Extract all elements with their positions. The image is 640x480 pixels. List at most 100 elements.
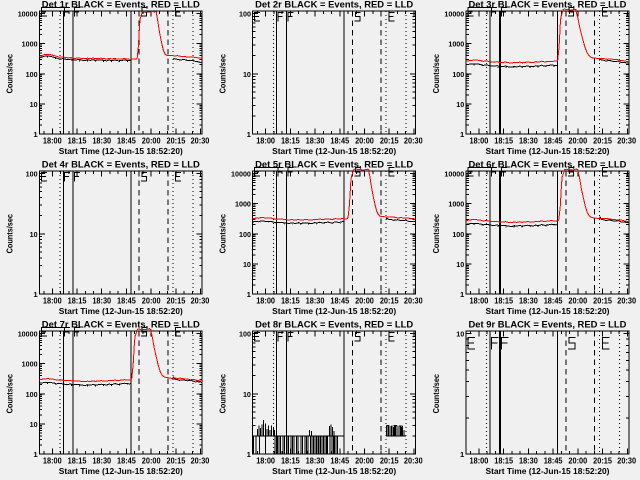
svg-text:Counts/sec: Counts/sec <box>219 54 228 94</box>
svg-text:18:30: 18:30 <box>519 137 538 146</box>
svg-text:18:45: 18:45 <box>117 457 136 466</box>
svg-text:Counts/sec: Counts/sec <box>5 374 14 414</box>
svg-text:18:00: 18:00 <box>43 137 62 146</box>
svg-text:Start Time (12-Jun-15 18:52:20: Start Time (12-Jun-15 18:52:20) <box>59 467 183 476</box>
svg-text:20:00: 20:00 <box>568 137 587 146</box>
svg-text:Counts/sec: Counts/sec <box>432 54 441 94</box>
svg-text:Det 3r BLACK = Events, RED = L: Det 3r BLACK = Events, RED = LLD <box>468 0 627 10</box>
svg-text:20:30: 20:30 <box>404 297 423 306</box>
svg-text:1: 1 <box>33 450 38 459</box>
svg-text:10000: 10000 <box>231 170 251 179</box>
svg-text:100: 100 <box>452 230 464 239</box>
svg-text:1: 1 <box>33 130 38 139</box>
svg-text:18:45: 18:45 <box>330 137 349 146</box>
svg-text:20:15: 20:15 <box>380 297 399 306</box>
svg-text:18:00: 18:00 <box>470 137 489 146</box>
svg-text:100: 100 <box>452 70 464 79</box>
svg-text:Start Time (12-Jun-15 18:52:20: Start Time (12-Jun-15 18:52:20) <box>59 307 183 316</box>
svg-text:18:15: 18:15 <box>281 137 300 146</box>
svg-text:18:00: 18:00 <box>470 297 489 306</box>
svg-text:10: 10 <box>30 100 38 109</box>
svg-text:10: 10 <box>243 390 251 399</box>
svg-text:1000: 1000 <box>448 200 464 209</box>
svg-text:20:15: 20:15 <box>593 457 612 466</box>
svg-text:1: 1 <box>247 290 252 299</box>
svg-text:20:15: 20:15 <box>380 457 399 466</box>
svg-text:20:00: 20:00 <box>568 297 587 306</box>
svg-text:18:45: 18:45 <box>330 297 349 306</box>
svg-text:Start Time (12-Jun-15 18:52:20: Start Time (12-Jun-15 18:52:20) <box>485 307 609 316</box>
svg-text:Counts/sec: Counts/sec <box>5 214 14 254</box>
svg-text:20:15: 20:15 <box>593 137 612 146</box>
svg-text:10: 10 <box>456 330 464 339</box>
svg-text:20:00: 20:00 <box>142 457 161 466</box>
svg-text:1: 1 <box>33 290 38 299</box>
svg-text:10000: 10000 <box>18 330 38 339</box>
svg-text:1000: 1000 <box>448 40 464 49</box>
svg-text:Det 2r BLACK = Events, RED = L: Det 2r BLACK = Events, RED = LLD <box>255 0 414 10</box>
svg-text:18:30: 18:30 <box>519 457 538 466</box>
svg-text:18:00: 18:00 <box>43 297 62 306</box>
svg-text:18:30: 18:30 <box>92 457 111 466</box>
svg-text:20:30: 20:30 <box>617 137 636 146</box>
svg-text:18:45: 18:45 <box>544 297 563 306</box>
svg-text:18:30: 18:30 <box>519 297 538 306</box>
svg-text:1000: 1000 <box>235 200 251 209</box>
svg-text:Counts/sec: Counts/sec <box>219 214 228 254</box>
svg-text:Det 7r BLACK = Events, RED = L: Det 7r BLACK = Events, RED = LLD <box>42 320 201 330</box>
svg-text:20:30: 20:30 <box>404 457 423 466</box>
svg-text:10: 10 <box>243 260 251 269</box>
svg-text:100: 100 <box>26 390 38 399</box>
svg-text:18:15: 18:15 <box>68 297 87 306</box>
svg-text:18:15: 18:15 <box>281 297 300 306</box>
svg-text:Det 8r BLACK = Events, RED = L: Det 8r BLACK = Events, RED = LLD <box>255 320 414 330</box>
svg-text:20:00: 20:00 <box>355 137 374 146</box>
svg-text:18:30: 18:30 <box>306 457 325 466</box>
svg-text:10000: 10000 <box>444 170 464 179</box>
svg-text:18:30: 18:30 <box>92 297 111 306</box>
svg-text:Counts/sec: Counts/sec <box>432 214 441 254</box>
svg-text:20:30: 20:30 <box>191 137 210 146</box>
svg-text:100: 100 <box>26 70 38 79</box>
svg-text:18:45: 18:45 <box>117 297 136 306</box>
svg-text:20:15: 20:15 <box>167 457 186 466</box>
svg-text:18:30: 18:30 <box>306 137 325 146</box>
svg-text:20:00: 20:00 <box>355 297 374 306</box>
svg-text:20:30: 20:30 <box>617 457 636 466</box>
svg-text:18:45: 18:45 <box>544 137 563 146</box>
svg-text:10000: 10000 <box>18 10 38 19</box>
svg-text:20:15: 20:15 <box>593 297 612 306</box>
svg-text:100: 100 <box>26 170 38 179</box>
svg-text:Det 6r BLACK = Events, RED = L: Det 6r BLACK = Events, RED = LLD <box>468 160 627 170</box>
svg-text:18:30: 18:30 <box>306 297 325 306</box>
svg-text:Det 5r BLACK = Events, RED = L: Det 5r BLACK = Events, RED = LLD <box>255 160 414 170</box>
svg-text:Start Time (12-Jun-15 18:52:20: Start Time (12-Jun-15 18:52:20) <box>59 147 183 156</box>
svg-text:18:45: 18:45 <box>117 137 136 146</box>
svg-text:18:15: 18:15 <box>494 457 513 466</box>
svg-text:Counts/sec: Counts/sec <box>432 374 441 414</box>
svg-text:18:15: 18:15 <box>494 297 513 306</box>
svg-text:100: 100 <box>239 230 251 239</box>
svg-text:1: 1 <box>247 130 252 139</box>
svg-text:Det 4r BLACK = Events, RED = L: Det 4r BLACK = Events, RED = LLD <box>42 160 201 170</box>
svg-text:Start Time (12-Jun-15 18:52:20: Start Time (12-Jun-15 18:52:20) <box>272 307 396 316</box>
svg-text:Start Time (12-Jun-15 18:52:20: Start Time (12-Jun-15 18:52:20) <box>485 147 609 156</box>
svg-text:20:15: 20:15 <box>167 297 186 306</box>
svg-text:1: 1 <box>460 450 465 459</box>
svg-text:Start Time (12-Jun-15 18:52:20: Start Time (12-Jun-15 18:52:20) <box>272 467 396 476</box>
svg-text:18:15: 18:15 <box>68 457 87 466</box>
svg-text:18:45: 18:45 <box>544 457 563 466</box>
svg-text:18:30: 18:30 <box>92 137 111 146</box>
svg-text:10: 10 <box>456 260 464 269</box>
svg-text:1000: 1000 <box>22 40 38 49</box>
svg-text:10: 10 <box>30 420 38 429</box>
svg-text:Start Time (12-Jun-15 18:52:20: Start Time (12-Jun-15 18:52:20) <box>272 147 396 156</box>
svg-text:Start Time (12-Jun-15 18:52:20: Start Time (12-Jun-15 18:52:20) <box>485 467 609 476</box>
svg-text:18:15: 18:15 <box>281 457 300 466</box>
svg-text:20:15: 20:15 <box>380 137 399 146</box>
svg-text:10: 10 <box>30 230 38 239</box>
svg-text:Det 9r BLACK = Events, RED = L: Det 9r BLACK = Events, RED = LLD <box>468 320 627 330</box>
svg-text:18:00: 18:00 <box>470 457 489 466</box>
svg-text:20:15: 20:15 <box>167 137 186 146</box>
svg-text:10000: 10000 <box>444 10 464 19</box>
